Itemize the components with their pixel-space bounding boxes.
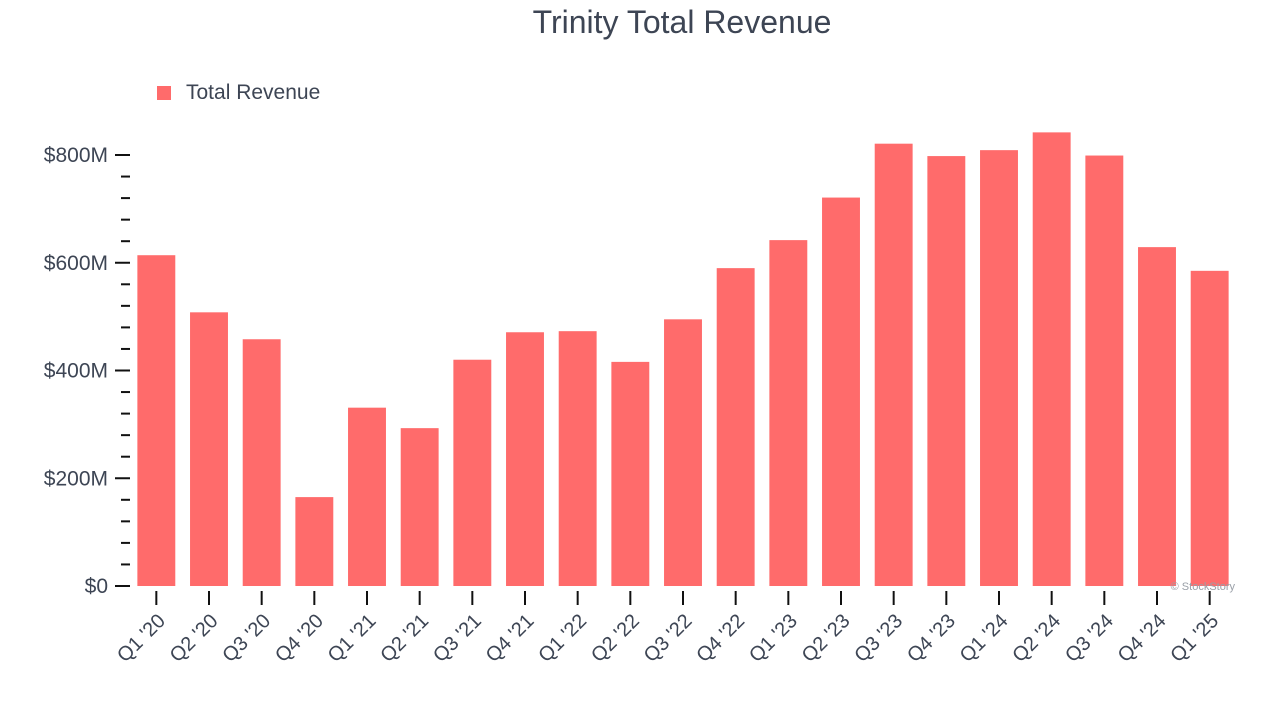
- bar: [190, 312, 228, 586]
- bar: [874, 143, 913, 586]
- x-tick-label: Q2 '23: [798, 610, 855, 667]
- x-tick-label: Q3 '24: [1061, 610, 1118, 667]
- chart-title: Trinity Total Revenue: [533, 4, 832, 40]
- x-tick-label: Q4 '23: [903, 610, 960, 667]
- x-tick-label: Q3 '23: [850, 610, 907, 667]
- x-tick-label: Q1 '22: [534, 610, 591, 667]
- bar: [1085, 155, 1124, 586]
- x-tick-label: Q1 '25: [1166, 610, 1223, 667]
- y-tick-label: $400M: [44, 360, 108, 383]
- x-tick-label: Q2 '20: [166, 610, 223, 667]
- x-tick-label: Q1 '20: [113, 610, 170, 667]
- bar: [137, 255, 176, 586]
- bar: [242, 339, 281, 586]
- legend-label: Total Revenue: [186, 81, 320, 104]
- x-tick-label: Q3 '20: [218, 610, 275, 667]
- x-tick-label: Q4 '24: [1114, 610, 1171, 667]
- bar: [716, 268, 755, 586]
- x-tick-label: Q3 '21: [429, 610, 486, 667]
- bar: [769, 240, 808, 586]
- bar: [1138, 247, 1176, 586]
- legend: Total Revenue: [157, 81, 320, 104]
- y-tick-label: $800M: [44, 144, 108, 167]
- bar: [664, 319, 702, 586]
- bar: [558, 331, 597, 586]
- x-tick-label: Q1 '23: [745, 610, 802, 667]
- x-tick-label: Q4 '20: [271, 610, 328, 667]
- bar: [400, 428, 439, 586]
- bar: [1190, 270, 1229, 586]
- x-tick-label: Q3 '22: [640, 610, 697, 667]
- bar: [927, 156, 966, 586]
- y-axis: $0 $200M $400M $600M $800M: [44, 144, 130, 598]
- x-tick-label: Q1 '24: [956, 610, 1013, 667]
- bar: [348, 407, 386, 586]
- x-tick-label: Q4 '21: [482, 610, 539, 667]
- bar: [822, 197, 860, 586]
- bar: [453, 359, 492, 586]
- bar: [611, 361, 650, 586]
- x-tick-label: Q4 '22: [692, 610, 749, 667]
- x-tick-label: Q2 '21: [376, 610, 433, 667]
- x-tick-label: Q1 '21: [324, 610, 381, 667]
- bar: [295, 497, 334, 586]
- bar: [506, 332, 544, 586]
- x-tick-label: Q2 '22: [587, 610, 644, 667]
- bars: [137, 132, 1229, 586]
- x-tick-label: Q2 '24: [1008, 610, 1065, 667]
- y-tick-label: $600M: [44, 252, 108, 275]
- legend-swatch: [157, 86, 171, 100]
- bar: [980, 150, 1018, 586]
- y-tick-label: $0: [85, 575, 108, 598]
- bar: [1032, 132, 1071, 586]
- watermark: © StockStory: [1171, 581, 1236, 593]
- y-tick-label: $200M: [44, 467, 108, 490]
